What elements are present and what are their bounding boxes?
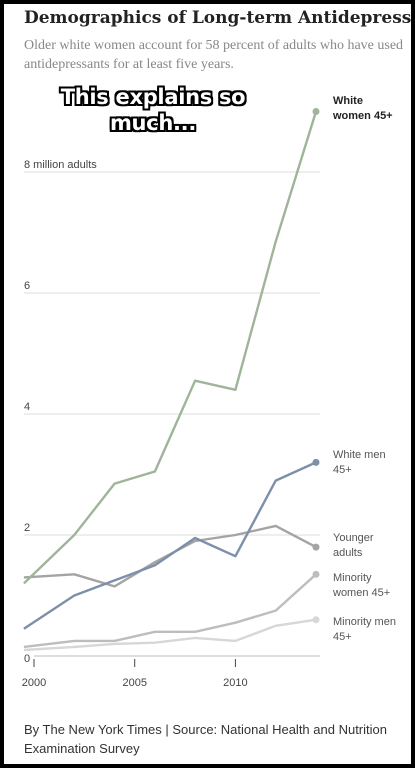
series-line <box>23 111 318 585</box>
series-end-marker <box>312 458 320 466</box>
x-tick-label: 2000 <box>22 677 46 689</box>
series-end-marker <box>312 616 320 624</box>
series-label: Minority <box>333 572 372 584</box>
y-tick-label: 2 <box>24 522 30 534</box>
y-tick-label: 4 <box>24 401 30 413</box>
series-line <box>23 573 317 649</box>
y-tick-label: 6 <box>24 280 30 292</box>
y-tick-label: 8 million adults <box>24 159 97 171</box>
series-line <box>23 618 317 652</box>
y-tick-label: 0 <box>24 653 30 665</box>
series-label: Minority men <box>333 616 396 628</box>
series-line <box>23 461 317 630</box>
series-label: 45+ <box>333 464 352 476</box>
source-credit: By The New York Times | Source: National… <box>24 722 387 756</box>
series-label: White <box>333 95 363 107</box>
meme-caption: This explains so much... <box>60 85 246 135</box>
series-label: adults <box>333 547 363 559</box>
series-label: White men <box>333 449 386 461</box>
series-label: Younger <box>333 532 374 544</box>
line-chart: 0 2 4 6 8 million adults 2000 2005 2010 White wom… <box>22 95 396 689</box>
chart-subtitle: Older white women account for 58 percent… <box>24 38 404 72</box>
x-tick-label: 2010 <box>223 677 247 689</box>
series-label: women 45+ <box>332 587 390 599</box>
series-end-marker <box>312 108 320 115</box>
series-end-marker <box>312 543 320 551</box>
series-label: 45+ <box>333 631 352 643</box>
chart-frame: 0 2 4 6 8 million adults 2000 2005 2010 White wom… <box>4 4 411 764</box>
chart-title: Demographics of Long-term Antidepressant <box>24 8 411 28</box>
x-tick-label: 2005 <box>122 677 146 689</box>
series-end-marker <box>312 570 320 578</box>
series-label: women 45+ <box>332 110 393 122</box>
